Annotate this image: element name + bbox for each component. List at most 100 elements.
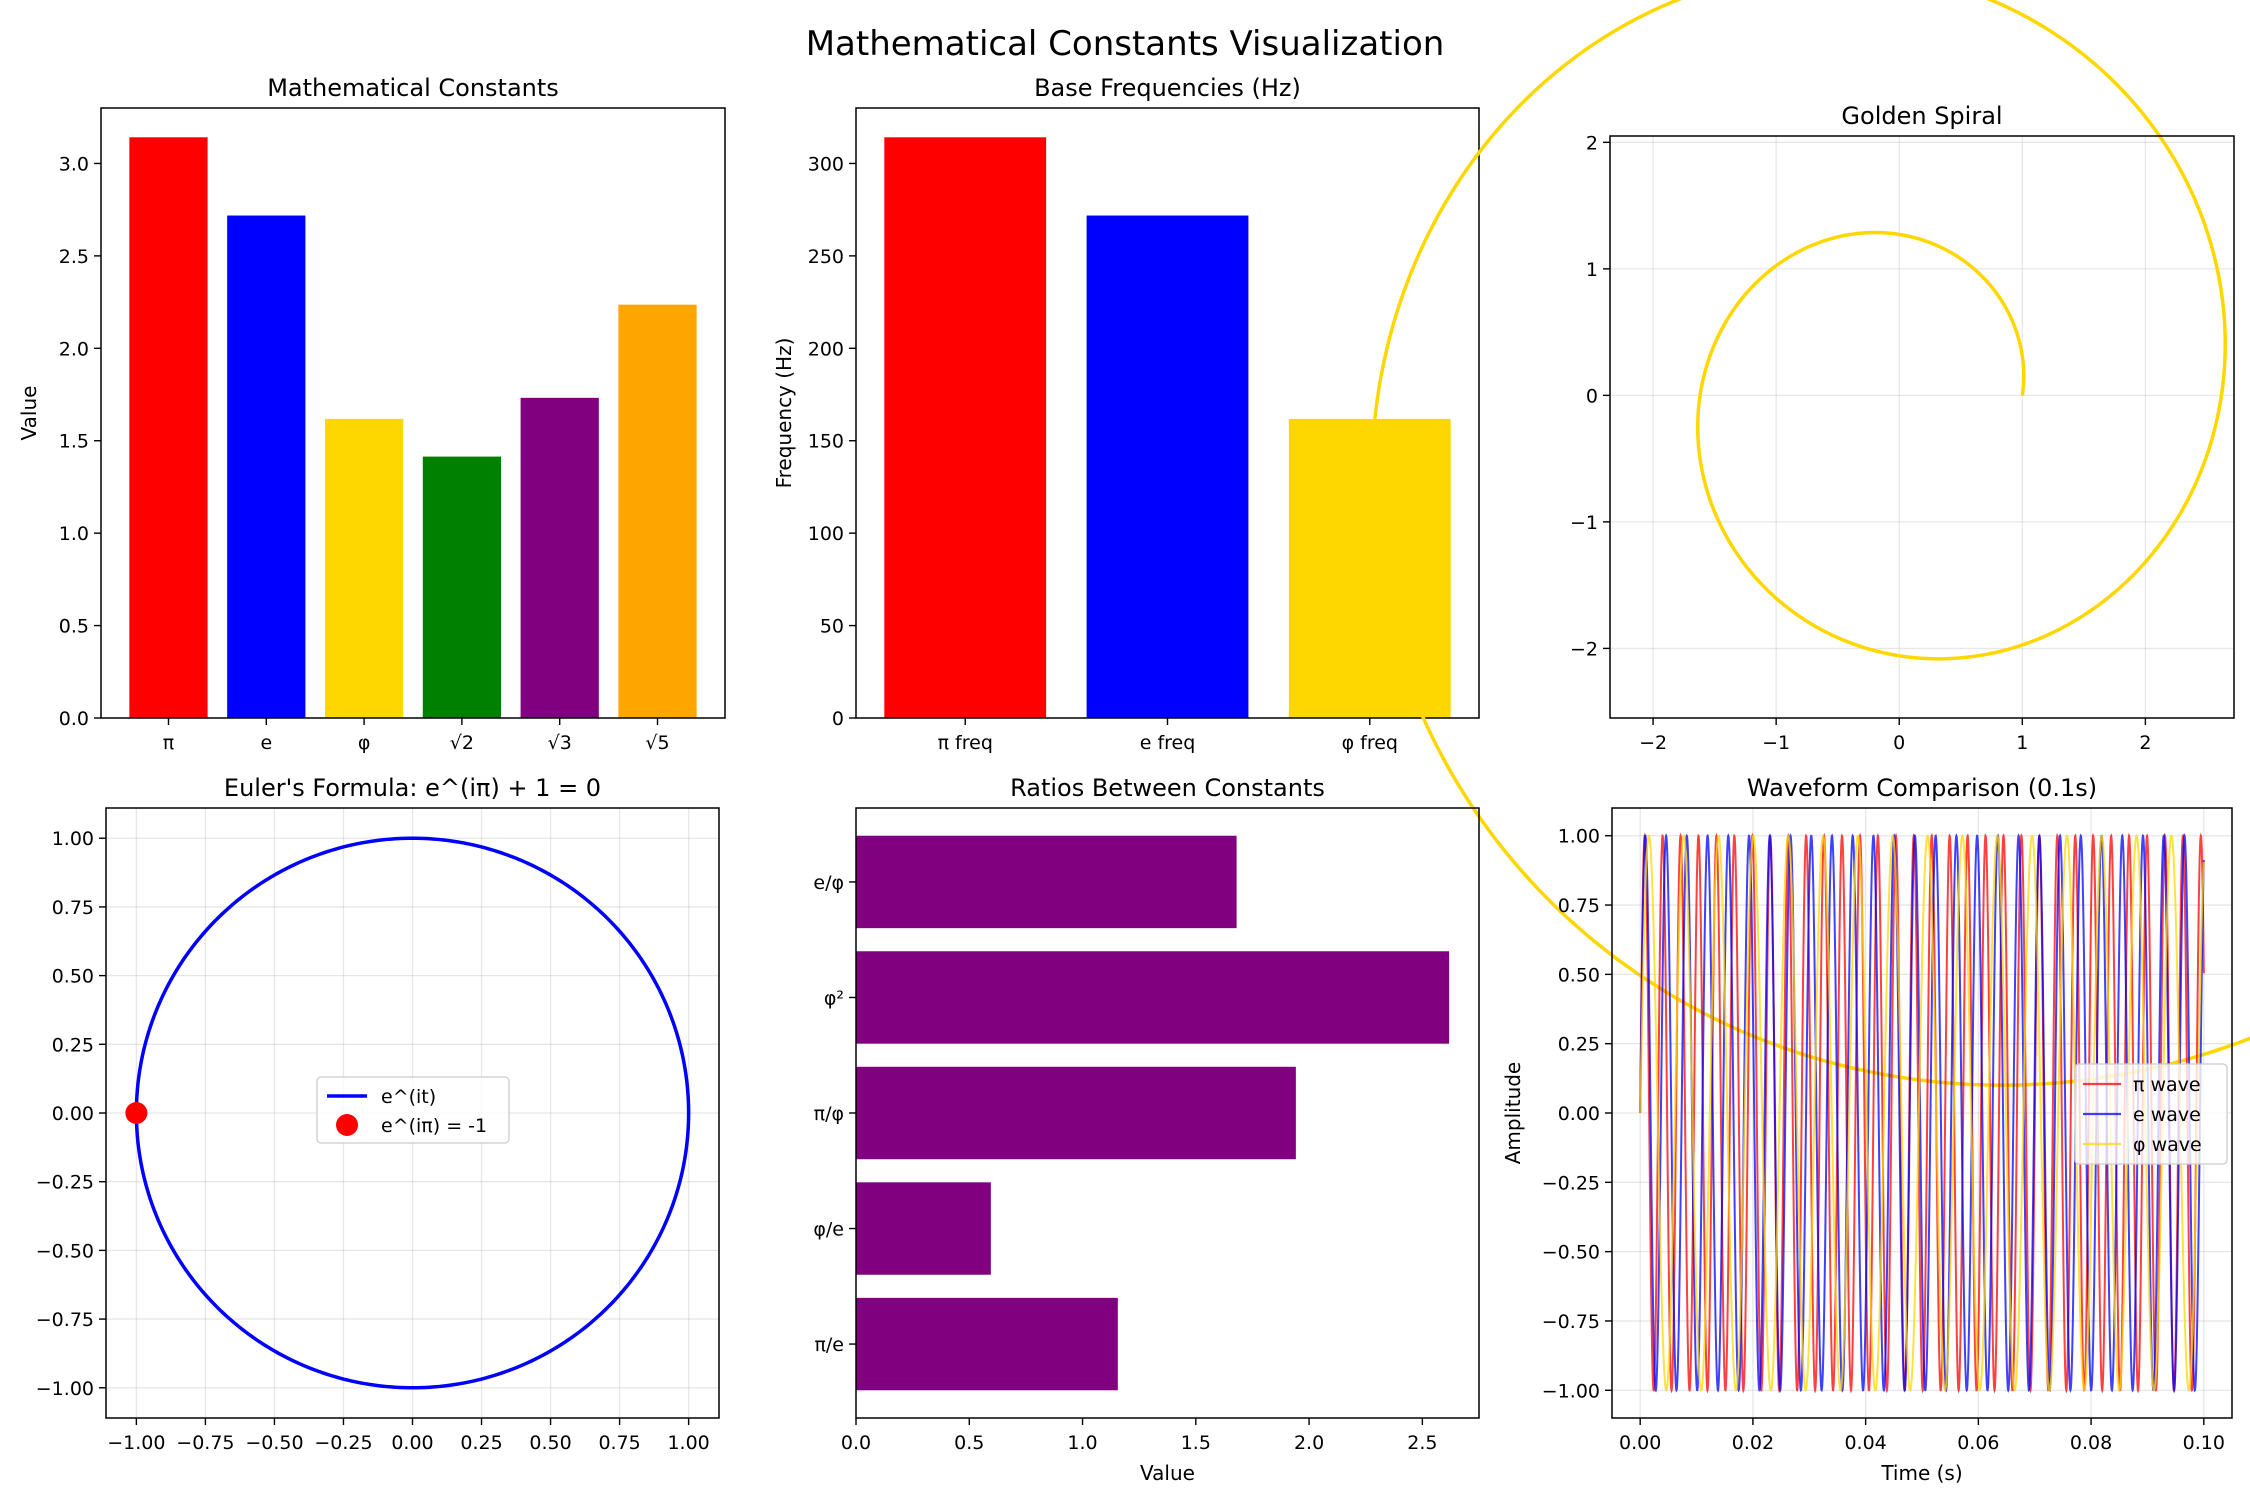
tick-label-y: −1.00 [1542, 1380, 1600, 1402]
tick-label-x: 1.0 [1067, 1432, 1097, 1454]
panel-title: Mathematical Constants [267, 74, 559, 102]
tick-label-x: 0.50 [529, 1432, 571, 1454]
tick-label-y: −0.50 [1542, 1242, 1600, 1264]
tick-label-x: e freq [1140, 732, 1196, 754]
tick-label-y: 250 [808, 246, 844, 268]
spiral-line [1369, 0, 2250, 1087]
tick-label-x: π [163, 732, 174, 754]
tick-label-x: −1 [1762, 732, 1790, 754]
tick-label-x: φ [358, 732, 371, 754]
tick-label-y: 0.00 [52, 1103, 94, 1125]
tick-label-x: 0.00 [1619, 1432, 1661, 1454]
axes-frame [105, 807, 720, 1419]
tick-label-x: 2.5 [1407, 1432, 1437, 1454]
tick-label-y: 0.0 [59, 708, 89, 730]
tick-label-x: 0.0 [841, 1432, 871, 1454]
tick-label-x: 0.75 [598, 1432, 640, 1454]
tick-label-x: −1.00 [107, 1432, 165, 1454]
panel-title: Golden Spiral [1841, 102, 2002, 130]
tick-label-y: π/φ [814, 1103, 844, 1125]
tick-label-x: 1.5 [1181, 1432, 1211, 1454]
axes-frame [100, 107, 726, 719]
legend-label: e wave [2133, 1104, 2201, 1126]
tick-label-y: −0.25 [1542, 1172, 1600, 1194]
panel-title: Waveform Comparison (0.1s) [1747, 774, 2097, 802]
bar-π/φ [856, 1066, 1296, 1160]
panel-ratios: Ratios Between Constants 0.0 0.5 1.0 1.5 2.0 2… [813, 774, 1480, 1485]
tick-label-y: 0.00 [1558, 1103, 1600, 1125]
tick-label-y: e/φ [813, 872, 844, 894]
tick-label-y: −1.00 [36, 1378, 94, 1400]
legend-label: e^(iπ) = -1 [381, 1115, 487, 1137]
tick-label-y: 100 [808, 523, 844, 545]
tick-label-x: √2 [450, 732, 474, 754]
x-axis-label: Value [1140, 1461, 1195, 1485]
tick-label-x: −0.25 [314, 1432, 372, 1454]
bar-π/e [856, 1297, 1118, 1391]
tick-label-y: π/e [814, 1334, 844, 1356]
tick-label-y: 300 [808, 153, 844, 175]
legend: π wave e wave φ wave [2074, 1063, 2228, 1165]
y-axis-label: Value [17, 386, 41, 441]
tick-label-x: −0.75 [176, 1432, 234, 1454]
tick-label-y: 1.00 [1558, 826, 1600, 848]
tick-label-x: 1.00 [667, 1432, 709, 1454]
panel-frequencies: Base Frequencies (Hz) 0 50 100 150 200 250 300 π… [772, 74, 1480, 754]
series-line-π wave [1639, 832, 2205, 1394]
tick-label-y: 0.50 [52, 966, 94, 988]
tick-label-x: √3 [548, 732, 572, 754]
legend-label: π wave [2133, 1074, 2201, 1096]
tick-label-x: 0.00 [391, 1432, 433, 1454]
tick-label-y: −0.75 [1542, 1311, 1600, 1333]
bar-√5 [618, 304, 697, 718]
y-axis-label: Frequency (Hz) [772, 338, 796, 489]
tick-label-y: −2 [1570, 638, 1598, 660]
tick-label-x: √5 [645, 732, 669, 754]
tick-label-x: e [260, 732, 272, 754]
tick-label-x: 2 [2139, 732, 2151, 754]
tick-label-y: 1.5 [59, 431, 89, 453]
legend-box [316, 1076, 510, 1144]
bar-π [129, 137, 208, 718]
series-line-e wave [1639, 833, 2205, 1393]
bar-φ freq [1288, 418, 1451, 718]
tick-label-y: −0.50 [36, 1240, 94, 1262]
legend-label: e^(it) [381, 1086, 436, 1108]
tick-label-y: 0.25 [52, 1034, 94, 1056]
legend: e^(it) e^(iπ) = -1 [316, 1076, 510, 1144]
tick-label-x: 0 [1893, 732, 1905, 754]
tick-label-x: 0.06 [1957, 1432, 1999, 1454]
tick-label-y: 1 [1586, 259, 1598, 281]
tick-label-y: 200 [808, 338, 844, 360]
tick-label-y: 1.00 [52, 828, 94, 850]
tick-label-x: 1 [2016, 732, 2028, 754]
panel-title: Euler's Formula: e^(iπ) + 1 = 0 [224, 774, 601, 802]
bar-e [227, 215, 306, 718]
y-axis-label: Amplitude [1501, 1062, 1525, 1165]
tick-label-y: φ² [824, 987, 844, 1009]
x-axis-label: Time (s) [1880, 1461, 1962, 1485]
axes-frame [1611, 807, 2233, 1419]
tick-label-x: −2 [1639, 732, 1667, 754]
panel-spiral: Golden Spiral −2 −1 0 1 2 −2 −1 0 1 2 [1369, 0, 2250, 1087]
tick-label-y: −0.75 [36, 1309, 94, 1331]
tick-label-x: −0.50 [245, 1432, 303, 1454]
tick-label-y: 150 [808, 431, 844, 453]
axes-frame [855, 807, 1480, 1419]
tick-label-y: 0.5 [59, 616, 89, 638]
axes-frame [1609, 135, 2235, 719]
tick-label-y: 0.50 [1558, 964, 1600, 986]
tick-label-x: 0.5 [954, 1432, 984, 1454]
tick-label-y: φ/e [813, 1219, 844, 1241]
tick-label-x: π freq [938, 732, 993, 754]
tick-label-y: −1 [1570, 512, 1598, 534]
euler-point [125, 1102, 148, 1124]
tick-label-y: 0.75 [1558, 895, 1600, 917]
tick-label-y: 0.25 [1558, 1034, 1600, 1056]
tick-label-y: 0 [832, 708, 844, 730]
bar-√3 [520, 397, 599, 718]
tick-label-y: 1.0 [59, 523, 89, 545]
tick-label-y: 0 [1586, 385, 1598, 407]
panel-title: Base Frequencies (Hz) [1034, 74, 1301, 102]
tick-label-x: φ freq [1342, 732, 1398, 754]
